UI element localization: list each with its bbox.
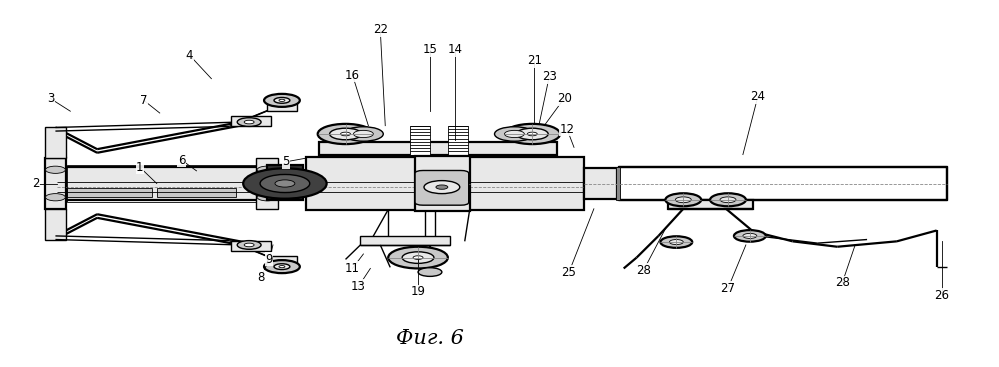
Text: 12: 12 (559, 123, 574, 136)
Bar (45, 127, 66, 158)
Bar (267, 185, 303, 190)
Text: 28: 28 (835, 276, 850, 290)
Circle shape (665, 193, 701, 206)
Text: 24: 24 (750, 90, 765, 103)
Text: 15: 15 (423, 43, 438, 56)
Bar (45, 158, 66, 209)
Circle shape (418, 268, 442, 276)
Circle shape (279, 99, 285, 101)
Circle shape (257, 166, 277, 173)
Circle shape (344, 127, 384, 141)
Bar (267, 97, 297, 111)
Circle shape (389, 247, 448, 268)
Text: 3: 3 (47, 92, 54, 105)
Circle shape (46, 194, 65, 201)
Text: 14: 14 (448, 43, 463, 56)
Bar (668, 200, 753, 209)
Circle shape (244, 120, 254, 124)
Text: 27: 27 (720, 282, 735, 295)
Bar (615, 167, 619, 200)
Text: 8: 8 (258, 271, 265, 284)
Bar (306, 157, 584, 210)
Circle shape (237, 118, 261, 126)
Bar (411, 126, 430, 155)
Bar (267, 165, 303, 170)
Circle shape (275, 180, 295, 187)
Bar (67, 166, 256, 201)
Circle shape (318, 124, 374, 144)
Text: 6: 6 (178, 153, 186, 167)
Circle shape (274, 264, 290, 269)
Circle shape (244, 243, 254, 247)
Text: 4: 4 (186, 49, 193, 62)
Circle shape (504, 130, 524, 138)
Bar (267, 196, 303, 200)
Circle shape (504, 124, 560, 144)
Bar (267, 256, 297, 270)
Circle shape (495, 127, 534, 141)
Text: Фиг. 6: Фиг. 6 (396, 329, 464, 348)
Bar (267, 170, 303, 174)
Text: 26: 26 (934, 289, 949, 302)
Circle shape (264, 94, 300, 107)
Circle shape (354, 130, 374, 138)
Circle shape (743, 233, 757, 239)
Circle shape (264, 260, 300, 273)
Circle shape (710, 193, 746, 206)
Circle shape (260, 174, 310, 193)
Bar (267, 166, 303, 200)
Bar (157, 188, 236, 197)
Circle shape (675, 197, 691, 203)
Circle shape (527, 132, 537, 136)
Bar (267, 175, 303, 179)
Bar (45, 209, 66, 240)
Bar (584, 168, 618, 199)
Circle shape (436, 185, 448, 189)
Text: 2: 2 (32, 177, 39, 190)
Circle shape (279, 266, 285, 268)
Bar (57, 167, 266, 200)
Circle shape (46, 166, 65, 173)
Circle shape (516, 128, 548, 140)
Text: 13: 13 (351, 280, 366, 293)
Circle shape (243, 168, 327, 199)
Text: 20: 20 (556, 92, 571, 105)
Bar (618, 167, 946, 200)
Circle shape (341, 132, 351, 136)
Text: 9: 9 (266, 253, 273, 266)
Bar (361, 236, 450, 245)
Bar (415, 156, 470, 211)
Circle shape (660, 236, 692, 248)
Text: 23: 23 (541, 70, 556, 83)
Circle shape (720, 197, 736, 203)
Text: 22: 22 (373, 23, 388, 36)
Circle shape (424, 181, 460, 194)
Circle shape (330, 128, 362, 140)
Text: 1: 1 (136, 161, 144, 174)
Circle shape (257, 194, 277, 201)
Bar (67, 188, 152, 197)
Text: 11: 11 (345, 262, 360, 275)
Bar (448, 126, 468, 155)
Circle shape (669, 240, 683, 244)
Circle shape (413, 256, 423, 259)
Text: 28: 28 (636, 264, 651, 277)
Bar (319, 142, 557, 155)
Text: 5: 5 (283, 155, 290, 168)
Bar (232, 241, 271, 251)
Text: 16: 16 (345, 69, 360, 81)
Text: 7: 7 (140, 94, 148, 107)
Circle shape (734, 230, 766, 242)
Bar (267, 180, 303, 185)
Circle shape (403, 252, 434, 264)
Circle shape (274, 98, 290, 103)
Bar (267, 190, 303, 195)
Text: 25: 25 (561, 266, 576, 279)
Bar (232, 116, 271, 126)
Text: 19: 19 (411, 286, 426, 298)
Bar (256, 158, 278, 209)
Text: 21: 21 (526, 54, 541, 67)
FancyBboxPatch shape (415, 171, 469, 205)
Circle shape (237, 241, 261, 249)
